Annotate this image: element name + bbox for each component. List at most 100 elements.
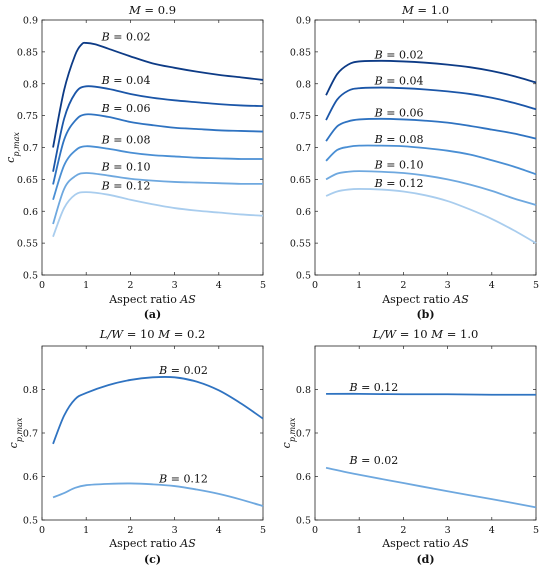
series-label: B = 0.10 bbox=[374, 159, 424, 172]
y-tick-label: 0.8 bbox=[23, 79, 38, 90]
y-tick-label: 0.9 bbox=[296, 16, 311, 27]
x-tick-label: 5 bbox=[533, 280, 539, 291]
y-axis-label: cp,max bbox=[4, 132, 21, 163]
y-tick-label: 0.75 bbox=[17, 111, 38, 122]
series-line-002 bbox=[325, 59, 537, 96]
series-label: B = 0.08 bbox=[101, 134, 151, 147]
series-line-002 bbox=[52, 41, 264, 148]
x-tick-label: 4 bbox=[216, 525, 222, 536]
series-label: B = 0.02 bbox=[374, 48, 424, 61]
y-tick-label: 0.5 bbox=[296, 516, 311, 527]
series-label: B = 0.12 bbox=[374, 177, 424, 190]
x-axis-label: Aspect ratio AS bbox=[108, 293, 196, 306]
x-tick-label: 4 bbox=[489, 525, 495, 536]
panel-title: L/W = 10 M = 0.2 bbox=[99, 327, 206, 341]
panel-title: M = 1.0 bbox=[401, 3, 449, 17]
y-tick-label: 0.75 bbox=[290, 111, 311, 122]
y-tick-label: 0.7 bbox=[23, 429, 38, 440]
series-label: B = 0.04 bbox=[374, 74, 424, 87]
series-line-002 bbox=[325, 466, 537, 509]
y-tick-label: 0.6 bbox=[296, 472, 311, 483]
series-line-008 bbox=[52, 145, 264, 201]
x-tick-label: 2 bbox=[127, 525, 133, 536]
panel-d: 0 1 2 3 4 5 0.5 0.6 0.7 0.8 L/W = 10 M = 1.0 Aspect… bbox=[280, 327, 539, 566]
series-label: B = 0.04 bbox=[101, 74, 151, 87]
series-line-004 bbox=[52, 85, 264, 172]
x-tick-label: 4 bbox=[216, 280, 222, 291]
x-tick-label: 1 bbox=[356, 525, 362, 536]
y-tick-label: 0.6 bbox=[23, 472, 38, 483]
x-tick-label: 0 bbox=[312, 525, 318, 536]
y-tick-label: 0.85 bbox=[290, 47, 311, 58]
series-line-008 bbox=[325, 144, 537, 176]
series-line-012 bbox=[326, 392, 537, 396]
series-label: B = 0.06 bbox=[101, 102, 151, 115]
series-line-004 bbox=[325, 86, 537, 121]
series-label: B = 0.12 bbox=[101, 180, 151, 193]
y-tick-label: 0.8 bbox=[296, 79, 311, 90]
y-tick-label: 0.85 bbox=[17, 47, 38, 58]
axes-frame bbox=[41, 345, 264, 521]
y-tick-label: 0.55 bbox=[17, 239, 38, 250]
y-axis-label: cp,max bbox=[280, 417, 297, 448]
x-tick-label: 2 bbox=[400, 525, 406, 536]
x-axis-label: Aspect ratio AS bbox=[381, 537, 469, 550]
x-tick-label: 5 bbox=[260, 280, 266, 291]
series-label: B = 0.02 bbox=[348, 454, 398, 467]
panel-label: (c) bbox=[144, 553, 161, 566]
series-line-012 bbox=[52, 482, 264, 507]
y-tick-label: 0.8 bbox=[23, 385, 38, 396]
panel-label: (d) bbox=[416, 553, 434, 566]
panel-b: 0 1 2 3 4 5 0.5 0.55 0.6 0.65 0.7 0.75 0.8 0.85 0.9 M =… bbox=[290, 3, 539, 321]
x-axis-label: Aspect ratio AS bbox=[108, 537, 196, 550]
x-tick-label: 1 bbox=[83, 280, 89, 291]
axes-frame bbox=[314, 345, 537, 521]
series-label: B = 0.06 bbox=[374, 106, 424, 119]
y-tick-label: 0.7 bbox=[296, 429, 311, 440]
x-tick-label: 0 bbox=[39, 280, 45, 291]
axes-frame bbox=[41, 19, 264, 276]
series-line-012 bbox=[325, 188, 537, 244]
y-tick-label: 0.65 bbox=[17, 175, 38, 186]
series-label: B = 0.02 bbox=[101, 30, 151, 43]
y-tick-label: 0.9 bbox=[23, 16, 38, 27]
y-tick-label: 0.7 bbox=[296, 143, 311, 154]
y-axis-label: cp,max bbox=[7, 417, 24, 448]
series-line-006 bbox=[325, 117, 537, 142]
y-tick-label: 0.5 bbox=[296, 271, 311, 282]
panel-title: L/W = 10 M = 1.0 bbox=[372, 327, 479, 341]
panel-label: (b) bbox=[416, 308, 434, 321]
x-tick-label: 4 bbox=[489, 280, 495, 291]
x-tick-label: 0 bbox=[39, 525, 45, 536]
panel-a: 0 1 2 3 4 5 0.5 0.55 0.6 0.65 0.7 0.75 0.8 0.85 0.9 M =… bbox=[4, 3, 266, 321]
x-tick-label: 3 bbox=[445, 525, 451, 536]
series-label: B = 0.12 bbox=[348, 381, 398, 394]
x-tick-label: 5 bbox=[260, 525, 266, 536]
panel-label: (a) bbox=[144, 308, 162, 321]
y-tick-label: 0.7 bbox=[23, 143, 38, 154]
x-tick-label: 3 bbox=[445, 280, 451, 291]
series-line-010 bbox=[325, 170, 537, 206]
y-tick-label: 0.5 bbox=[23, 516, 38, 527]
y-tick-label: 0.5 bbox=[23, 271, 38, 282]
x-tick-label: 1 bbox=[83, 525, 89, 536]
series-line-002 bbox=[52, 375, 264, 445]
panel-title: M = 0.9 bbox=[128, 3, 176, 17]
y-tick-label: 0.6 bbox=[296, 207, 311, 218]
series-label: B = 0.10 bbox=[101, 160, 151, 173]
panel-c: 0 1 2 3 4 5 0.5 0.6 0.7 0.8 L/W = 10 M = 0.2 Aspect… bbox=[7, 327, 266, 566]
x-tick-label: 2 bbox=[127, 280, 133, 291]
x-tick-label: 0 bbox=[312, 280, 318, 291]
series-label: B = 0.12 bbox=[158, 473, 208, 486]
x-tick-label: 3 bbox=[172, 525, 178, 536]
x-axis-label: Aspect ratio AS bbox=[381, 293, 469, 306]
x-tick-label: 2 bbox=[400, 280, 406, 291]
y-tick-label: 0.65 bbox=[290, 175, 311, 186]
y-tick-label: 0.6 bbox=[23, 207, 38, 218]
series-label: B = 0.02 bbox=[158, 364, 208, 377]
series-line-010 bbox=[52, 172, 264, 225]
y-tick-label: 0.8 bbox=[296, 385, 311, 396]
x-tick-label: 1 bbox=[356, 280, 362, 291]
x-tick-label: 3 bbox=[172, 280, 178, 291]
